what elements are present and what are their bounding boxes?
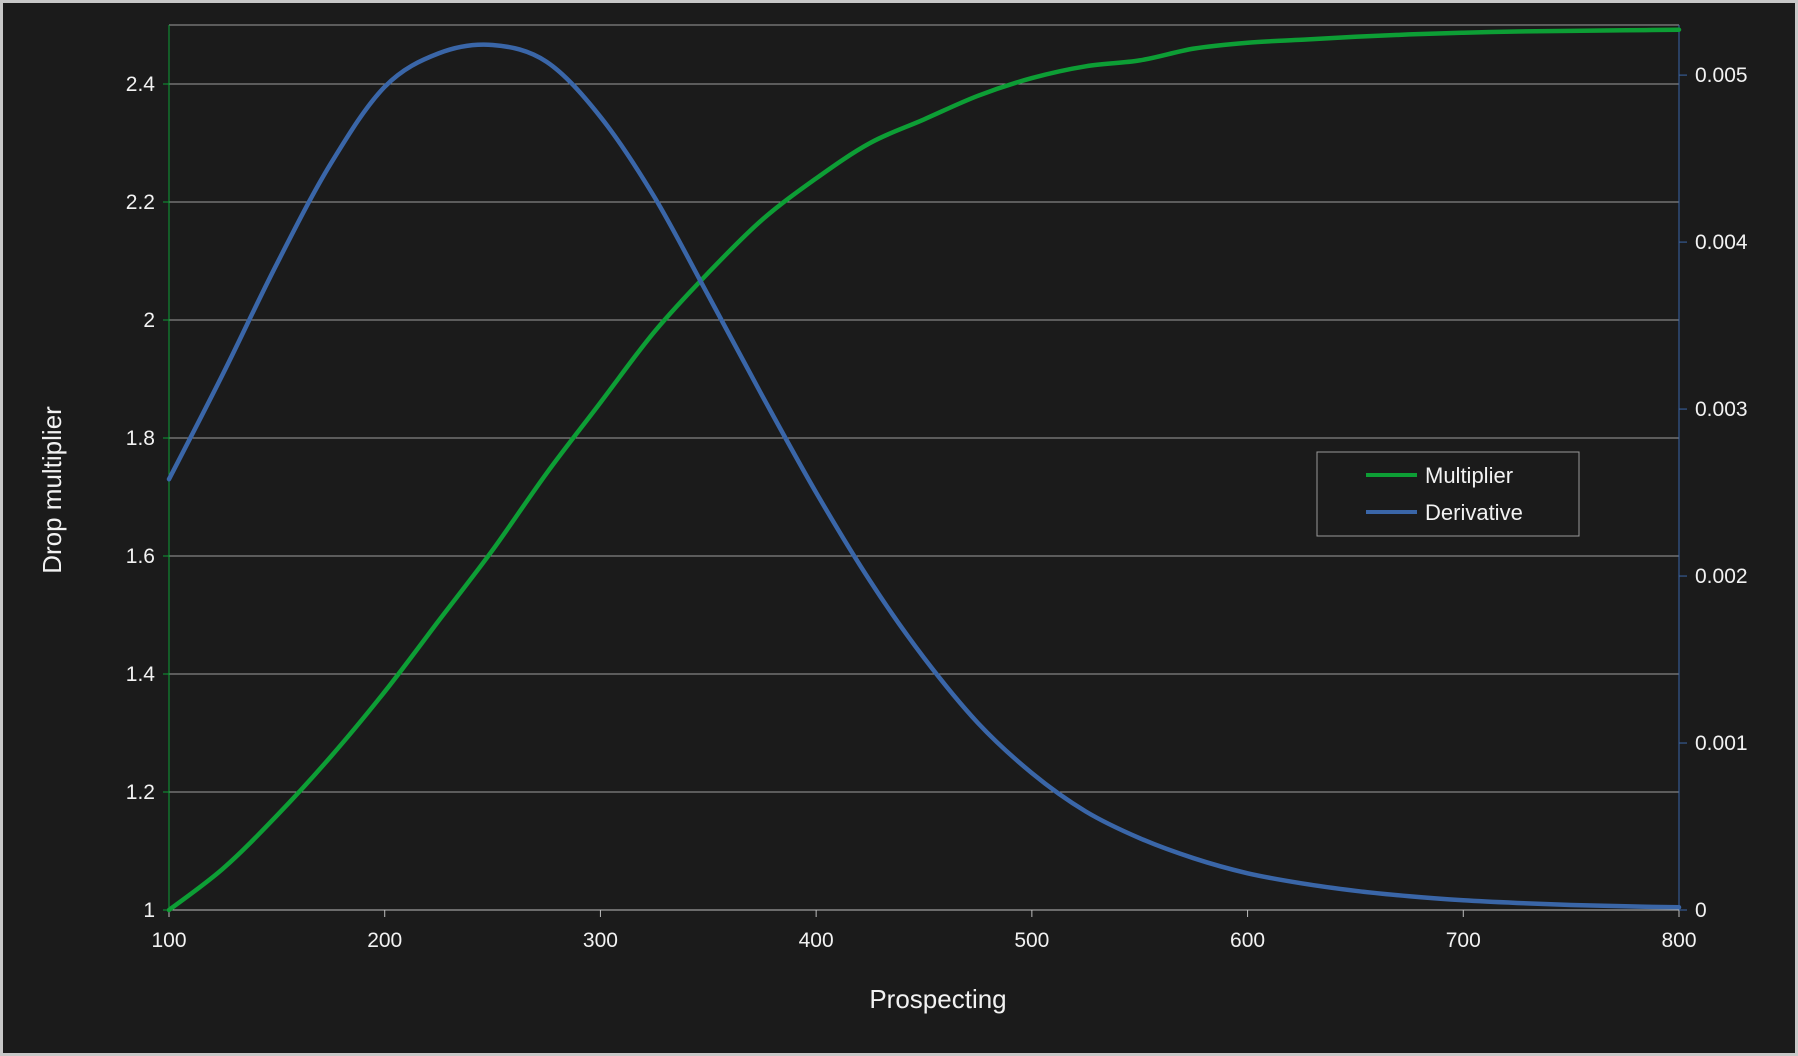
- x-tick-label: 400: [799, 929, 834, 952]
- x-tick-label: 700: [1446, 929, 1481, 952]
- legend-label-multiplier: Multiplier: [1425, 463, 1513, 488]
- y-axis-title: Drop multiplier: [37, 406, 67, 574]
- x-axis-title: Prospecting: [869, 984, 1006, 1014]
- line-chart: 1 1.2 1.4 1.6 1.8 2 2.2 2.4 100 200 300 400 500 600 70…: [37, 24, 1748, 1014]
- series-line-derivative: [166, 42, 1682, 910]
- y-tick-label: 1: [143, 899, 155, 922]
- y-tick-label: 1.8: [126, 427, 155, 450]
- y-tick-label: 1.6: [126, 545, 155, 568]
- x-tick-label: 300: [583, 929, 618, 952]
- legend: Multiplier Derivative: [1316, 451, 1580, 537]
- x-tick-label: 500: [1014, 929, 1049, 952]
- x-tick-label: 600: [1230, 929, 1265, 952]
- x-tick-label: 200: [367, 929, 402, 952]
- y-tick-label: 1.4: [126, 663, 156, 686]
- y-tick-label: 1.2: [126, 781, 155, 804]
- y-tick-label: 2.4: [126, 73, 156, 96]
- y2-tick-label: 0: [1695, 899, 1707, 922]
- y2-tick-label: 0.002: [1695, 565, 1748, 588]
- x-tick-label: 100: [151, 929, 186, 952]
- series-line-multiplier: [166, 27, 1682, 913]
- y2-tick-label: 0.003: [1695, 398, 1748, 421]
- x-tick-label: 800: [1661, 929, 1696, 952]
- y2-tick-label: 0.004: [1695, 231, 1748, 254]
- chart-frame: 1 1.2 1.4 1.6 1.8 2 2.2 2.4 100 200 300 400 500 600 70…: [3, 3, 1795, 1053]
- y-tick-label: 2.2: [126, 191, 155, 214]
- y2-tick-label: 0.005: [1695, 64, 1748, 87]
- legend-label-derivative: Derivative: [1425, 500, 1523, 525]
- y2-tick-label: 0.001: [1695, 732, 1748, 755]
- y-tick-label: 2: [143, 309, 155, 332]
